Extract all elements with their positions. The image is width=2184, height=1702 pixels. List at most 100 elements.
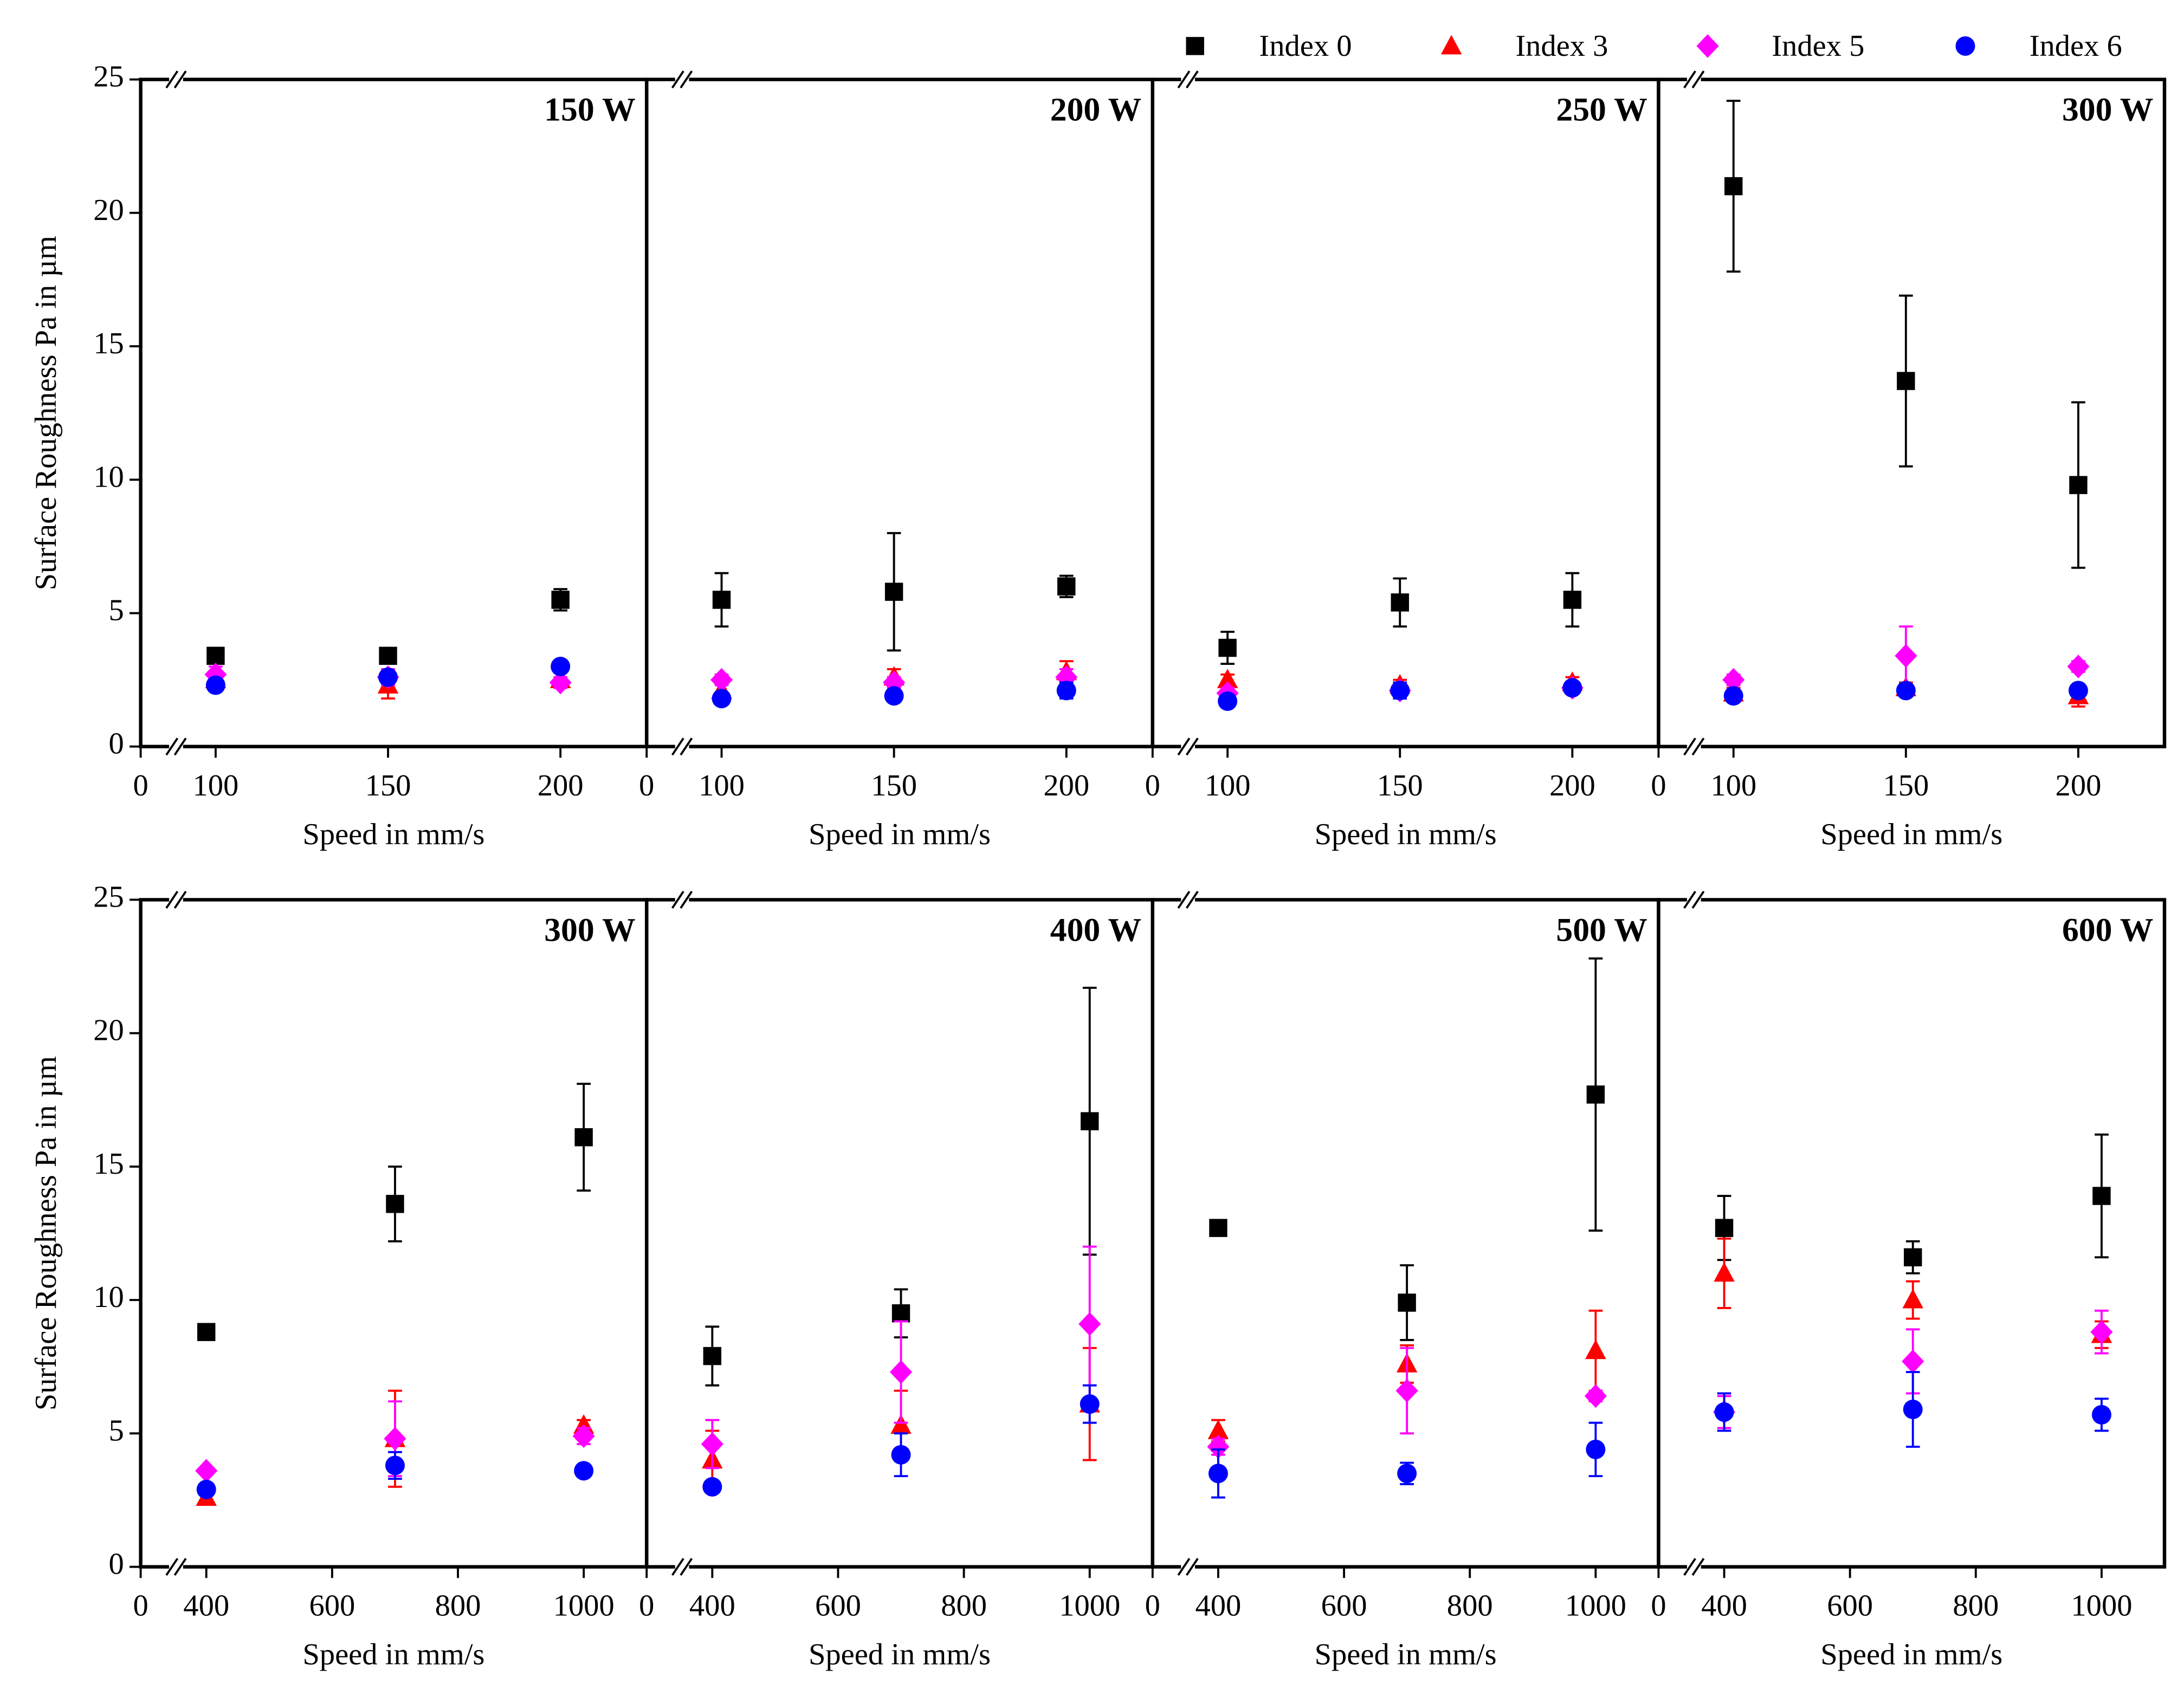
axis-break xyxy=(1683,890,1696,909)
axis-break xyxy=(173,890,187,909)
axis-break xyxy=(173,1558,187,1576)
axis-break xyxy=(165,1558,179,1576)
marker xyxy=(1207,1419,1229,1439)
marker xyxy=(1440,35,1462,55)
y-tick-label: 25 xyxy=(93,880,124,914)
marker xyxy=(701,1432,723,1456)
marker xyxy=(1217,669,1238,689)
marker xyxy=(1714,1402,1734,1422)
x-tick-label: 0 xyxy=(639,769,654,803)
marker xyxy=(1714,1262,1735,1282)
marker xyxy=(891,1445,911,1465)
marker xyxy=(1903,1400,1923,1420)
axis-break xyxy=(173,70,187,89)
x-axis-label: Speed in mm/s xyxy=(809,1638,991,1672)
x-tick-label: 100 xyxy=(1205,769,1251,803)
x-tick-label: 400 xyxy=(1701,1589,1747,1623)
marker xyxy=(1586,1085,1605,1104)
axis-break xyxy=(1185,70,1199,89)
x-tick-label: 150 xyxy=(1883,769,1929,803)
plot-frame xyxy=(1657,898,2167,1569)
marker xyxy=(884,583,903,601)
x-tick-label: 600 xyxy=(815,1589,861,1623)
y-tick-label: 25 xyxy=(93,60,124,94)
marker xyxy=(1724,177,1743,196)
y-tick-label: 5 xyxy=(108,593,124,627)
marker xyxy=(1081,1112,1099,1130)
marker xyxy=(1696,34,1719,58)
marker xyxy=(1722,668,1745,692)
marker xyxy=(1895,644,1917,668)
marker xyxy=(1057,577,1076,596)
axis-break xyxy=(680,1558,693,1576)
x-axis-label: Speed in mm/s xyxy=(1315,1638,1497,1672)
x-axis-label: Speed in mm/s xyxy=(1315,818,1497,851)
marker xyxy=(1585,1339,1606,1360)
marker xyxy=(1902,1289,1924,1309)
y-tick-label: 10 xyxy=(93,460,124,494)
y-tick-label: 20 xyxy=(93,193,124,227)
axis-break xyxy=(165,737,179,756)
x-tick-label: 400 xyxy=(689,1589,735,1623)
x-tick-label: 1000 xyxy=(553,1589,615,1623)
plot-frame xyxy=(139,77,649,748)
panel-title: 300 W xyxy=(2062,91,2153,128)
marker xyxy=(1208,1464,1228,1484)
axis-break xyxy=(680,737,693,756)
x-tick-label: 0 xyxy=(133,769,148,803)
marker xyxy=(551,657,571,676)
marker xyxy=(1897,372,1915,390)
plot-frame xyxy=(644,898,1155,1569)
plot-frame xyxy=(1657,77,2167,748)
y-tick-label: 15 xyxy=(93,1147,124,1181)
marker xyxy=(574,1461,594,1481)
x-tick-label: 150 xyxy=(871,769,917,803)
x-tick-label: 100 xyxy=(192,769,238,803)
x-tick-label: 200 xyxy=(1549,769,1595,803)
axis-break xyxy=(671,1558,684,1576)
marker xyxy=(1398,1293,1416,1312)
plot-frame xyxy=(644,77,1155,748)
x-tick-label: 200 xyxy=(1043,769,1089,803)
x-tick-label: 800 xyxy=(435,1589,481,1623)
marker xyxy=(197,1323,216,1341)
marker xyxy=(703,1347,722,1366)
marker xyxy=(884,686,904,706)
x-tick-label: 400 xyxy=(183,1589,229,1623)
x-tick-label: 100 xyxy=(1710,769,1756,803)
marker xyxy=(1390,681,1410,701)
axis-break xyxy=(680,70,693,89)
marker xyxy=(205,675,225,695)
marker xyxy=(712,689,732,709)
marker xyxy=(1562,678,1582,698)
x-tick-label: 150 xyxy=(1377,769,1423,803)
panel-title: 600 W xyxy=(2062,911,2153,948)
panel-title: 300 W xyxy=(544,911,635,948)
marker xyxy=(196,1479,216,1499)
x-tick-label: 0 xyxy=(1145,1589,1160,1623)
marker xyxy=(702,1477,722,1497)
legend-label: Index 6 xyxy=(2030,29,2122,63)
panel-title: 250 W xyxy=(1556,91,1647,128)
x-tick-label: 1000 xyxy=(2071,1589,2132,1623)
axis-break xyxy=(671,737,684,756)
y-tick-label: 20 xyxy=(93,1014,124,1047)
marker xyxy=(1563,591,1582,609)
marker xyxy=(889,1360,913,1384)
y-tick-label: 0 xyxy=(108,1548,124,1581)
marker xyxy=(572,1424,595,1448)
axis-break xyxy=(1177,890,1191,909)
marker xyxy=(385,1455,405,1476)
marker xyxy=(379,646,397,665)
marker xyxy=(1896,681,1916,701)
x-tick-label: 0 xyxy=(1651,769,1666,803)
marker xyxy=(2091,1405,2111,1425)
axis-break xyxy=(671,70,684,89)
x-axis-label: Speed in mm/s xyxy=(302,818,484,851)
marker xyxy=(204,662,227,687)
axis-break xyxy=(1185,737,1199,756)
panel-title: 200 W xyxy=(1050,91,1141,128)
marker xyxy=(2068,681,2088,701)
x-tick-label: 0 xyxy=(1145,769,1160,803)
x-tick-label: 0 xyxy=(1651,1589,1666,1623)
